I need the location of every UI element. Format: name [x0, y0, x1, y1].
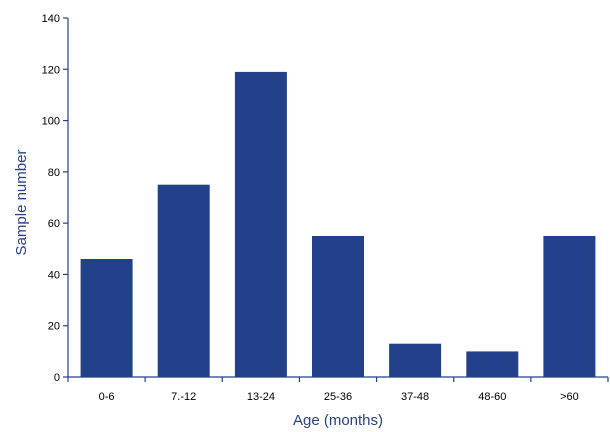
y-tick-label: 60	[48, 218, 60, 230]
bar-37-48	[389, 343, 442, 377]
x-tick-label: 48-60	[478, 391, 506, 403]
x-tick-label: 0-6	[99, 391, 115, 403]
bar-25-36	[312, 236, 364, 377]
x-tick-label: >60	[560, 391, 579, 403]
y-axis-title: Sample number	[13, 150, 30, 256]
bar-48-60	[466, 351, 519, 377]
bar-13-24	[234, 71, 287, 378]
y-tick-label: 0	[54, 372, 60, 384]
x-tick-label: 13-24	[247, 391, 275, 403]
y-tick-label: 100	[42, 116, 60, 128]
bar-0-6	[80, 259, 133, 377]
y-tick-label: 40	[48, 269, 60, 281]
bar->60	[543, 236, 596, 377]
y-tick-label: 80	[48, 167, 60, 179]
y-tick-label: 20	[48, 321, 60, 333]
y-axis-ticks: 0 20 40 60 80 100 120 140	[42, 13, 68, 384]
bars-layer	[80, 71, 596, 378]
x-axis-title: Age (months)	[293, 412, 383, 429]
x-tick-label: 25-36	[324, 391, 352, 403]
x-tick-label: 7.-12	[171, 391, 196, 403]
y-tick-label: 140	[42, 13, 60, 25]
y-tick-label: 120	[42, 64, 60, 76]
bar-7.-12	[157, 184, 210, 377]
x-tick-label: 37-48	[401, 391, 429, 403]
x-axis-ticks: 0-6 7.-12 13-24 25-36 37-48 48-60 >60	[67, 377, 609, 403]
axes-layer	[67, 18, 608, 378]
